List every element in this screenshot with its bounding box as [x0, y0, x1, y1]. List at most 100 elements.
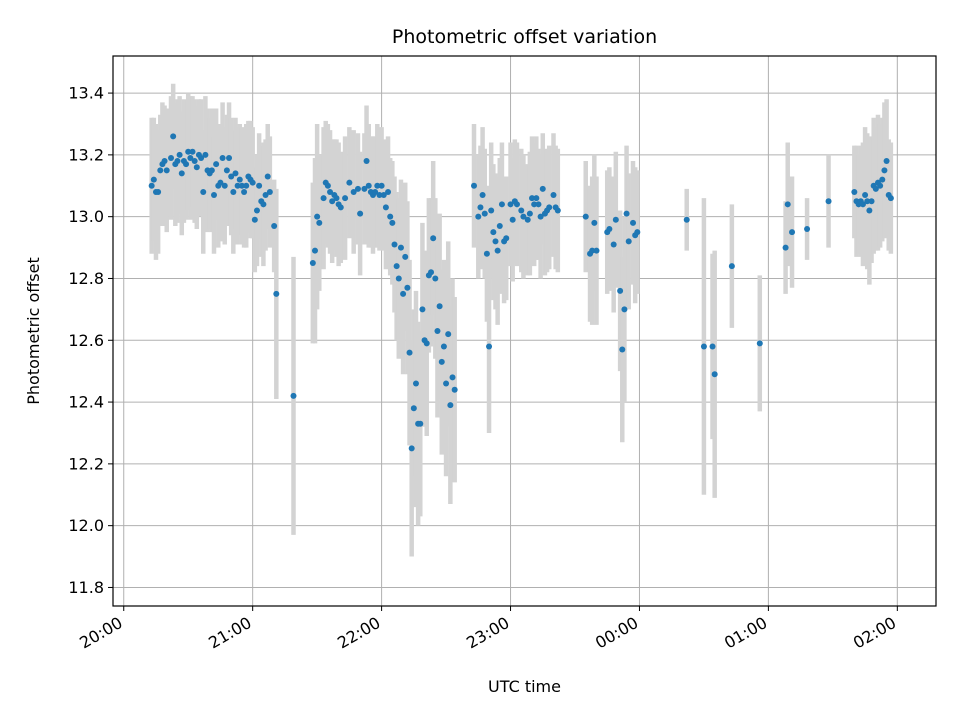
- data-point: [782, 244, 789, 251]
- data-point: [610, 241, 617, 248]
- data-point: [496, 222, 503, 229]
- data-point: [271, 222, 278, 229]
- data-point: [262, 192, 269, 199]
- data-point: [513, 201, 520, 208]
- data-point: [176, 151, 183, 158]
- data-point: [363, 158, 370, 165]
- data-point: [217, 179, 224, 186]
- y-tick-label: 12.4: [68, 393, 104, 412]
- data-point: [862, 192, 869, 199]
- data-point: [451, 386, 458, 393]
- data-point: [789, 229, 796, 236]
- data-point: [385, 188, 392, 195]
- data-point: [728, 263, 735, 270]
- data-point: [436, 303, 443, 310]
- data-point: [634, 229, 641, 236]
- data-point: [683, 216, 690, 223]
- data-point: [443, 380, 450, 387]
- data-point: [864, 198, 871, 205]
- data-point: [382, 204, 389, 211]
- data-point: [526, 210, 533, 217]
- data-point: [198, 154, 205, 161]
- data-point: [238, 182, 245, 189]
- data-point: [539, 185, 546, 192]
- data-point: [316, 219, 323, 226]
- data-point: [428, 269, 435, 276]
- data-point: [260, 201, 267, 208]
- data-point: [479, 192, 486, 199]
- data-point: [391, 241, 398, 248]
- data-point: [509, 216, 516, 223]
- data-point: [881, 167, 888, 174]
- data-point: [408, 445, 415, 452]
- data-point: [617, 287, 624, 294]
- data-point: [264, 173, 271, 180]
- data-point: [859, 201, 866, 208]
- data-point: [346, 179, 353, 186]
- data-point: [161, 158, 168, 165]
- data-point: [202, 151, 209, 158]
- data-point: [376, 192, 383, 199]
- data-point: [311, 247, 318, 254]
- data-point: [582, 213, 589, 220]
- y-axis-label: Photometric offset: [24, 257, 43, 405]
- y-tick-label: 12.0: [68, 516, 104, 535]
- data-point: [756, 340, 763, 347]
- data-point: [868, 198, 875, 205]
- data-point: [621, 306, 628, 313]
- data-point: [879, 176, 886, 183]
- data-point: [387, 213, 394, 220]
- data-point: [546, 204, 553, 211]
- y-axis-ticks: 11.8 12.0 12.2 12.4 12.6 12.8 13.0 13.2 13.4: [68, 84, 113, 597]
- y-tick-label: 12.8: [68, 269, 104, 288]
- data-point: [430, 235, 437, 242]
- y-tick-label: 11.8: [68, 578, 104, 597]
- data-point: [350, 188, 357, 195]
- data-point: [226, 154, 233, 161]
- data-point: [236, 176, 243, 183]
- data-point: [494, 247, 501, 254]
- data-point: [483, 250, 490, 257]
- data-point: [872, 185, 879, 192]
- data-point: [148, 182, 155, 189]
- data-point: [193, 164, 200, 171]
- data-point: [630, 219, 637, 226]
- y-tick-label: 12.2: [68, 454, 104, 473]
- data-point: [432, 275, 439, 282]
- data-point: [593, 247, 600, 254]
- data-point: [170, 133, 177, 140]
- y-tick-label: 12.6: [68, 331, 104, 350]
- data-point: [535, 201, 542, 208]
- data-point: [825, 198, 832, 205]
- data-point: [337, 204, 344, 211]
- data-point: [397, 244, 404, 251]
- data-point: [168, 154, 175, 161]
- data-point: [591, 219, 598, 226]
- data-point: [619, 346, 626, 353]
- data-point: [213, 161, 220, 168]
- data-point: [529, 195, 536, 202]
- data-point: [395, 275, 402, 282]
- data-point: [700, 343, 707, 350]
- data-point: [492, 238, 499, 245]
- data-point: [623, 210, 630, 217]
- data-point: [253, 207, 260, 214]
- data-points: [148, 133, 894, 452]
- data-point: [406, 349, 413, 356]
- data-point: [477, 204, 484, 211]
- data-point: [266, 188, 273, 195]
- data-point: [234, 182, 241, 189]
- data-point: [498, 201, 505, 208]
- data-point: [241, 188, 248, 195]
- data-point: [417, 420, 424, 427]
- data-point: [221, 182, 228, 189]
- data-point: [228, 173, 235, 180]
- data-point: [475, 213, 482, 220]
- data-point: [851, 188, 858, 195]
- data-point: [200, 188, 207, 195]
- plot-frame: [112, 55, 937, 607]
- y-tick-label: 13.2: [68, 145, 104, 164]
- data-point: [314, 213, 321, 220]
